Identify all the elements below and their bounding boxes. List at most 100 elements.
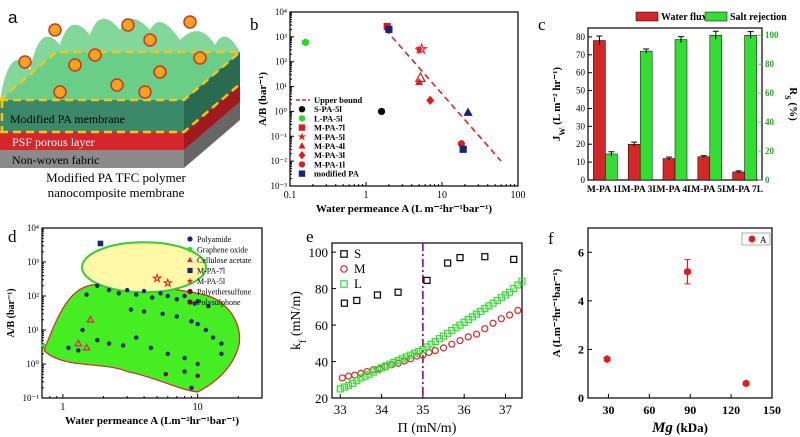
label-rest: (L m⁻² hr⁻¹) [551,67,563,128]
bar-water-flux [627,143,641,181]
data-point [165,293,170,299]
data-point [506,311,514,319]
chart-b: b 0.1 1 10 100 10⁻³ 10⁻² 10⁻¹ 10⁰ 10¹ 10² 10³ 10⁴ Wat… [250,7,526,215]
y-tick-label: 2 [578,342,584,356]
data-point [141,288,147,294]
legend-marker [298,161,306,168]
data-point [510,284,518,293]
y-axis-label: JW (L m⁻² hr⁻¹) [551,67,567,142]
panel-a-label: a [8,8,18,27]
layer-label-pa: Modified PA membrane [10,112,125,126]
x-axis-label: Water permeance A (Lm⁻²hr⁻¹bar⁻¹) [65,415,239,427]
y2-tick-label: 0 [765,175,770,185]
legend-label: M-PA-3l [314,150,346,160]
legend-label: modified PA [314,169,360,179]
data-point [369,368,377,376]
label-main: Mg [651,420,673,436]
nanoparticle [138,85,152,99]
data-point [406,355,415,363]
data-point [189,319,194,324]
data-point [415,347,423,356]
data-point [41,343,46,348]
y-tick-label: 6 [578,245,584,259]
data-point [219,341,224,346]
y-tick-label: 10⁻¹ [23,393,40,403]
y2-tick-label: 40 [765,117,775,127]
data-point [448,340,456,348]
data-point [182,355,187,361]
data-point [86,315,95,323]
x-axis-label: Mg (kDa) [651,420,708,436]
bar-water-flux [732,171,745,181]
data-point [66,345,71,350]
legend-marker [340,280,348,288]
upper-bound-line [384,28,502,162]
pa-layer-front [0,100,184,132]
y-tick-label: 30 [576,121,586,131]
label-main: k [289,343,304,350]
data-point [472,330,481,338]
legend-marker [187,236,193,242]
x-axis-label: Π (mN/m) [398,421,457,436]
data-point [411,349,419,357]
panel-label: b [250,15,259,34]
legend-label: Graphene oxide [197,246,248,255]
bar-water-flux [697,156,711,181]
plot-frame [41,227,263,399]
pa-layer-side [184,52,240,132]
dashed-outline-bottom [0,83,240,134]
label-rest: (mN/m) [289,291,304,340]
x-axis-label: Water permeance A (L m⁻²hr⁻¹bar⁻¹) [316,203,493,215]
data-point [426,95,435,105]
caption-line-1: Modified PA TFC polymer [46,170,186,185]
panel-label: f [548,229,554,248]
data-point [402,353,410,361]
legend-swatch [704,11,728,22]
x-tick-label: 36 [458,402,472,417]
legend-marker [298,170,306,177]
legend-marker [340,265,348,273]
data-point [174,314,180,319]
data-point [219,351,224,356]
data-point [457,140,466,148]
legend-marker [187,267,193,274]
nanoparticle [88,48,102,62]
data-point [386,360,394,368]
data-point [377,364,386,372]
x-tick-label: 90 [684,403,696,417]
data-point [361,372,369,380]
legend-label: S-PA-5l [314,104,342,114]
data-point [195,361,200,367]
bar-salt-rejection [605,153,618,181]
x-tick-label: M-PA 5L [691,185,728,195]
bar-water-flux [662,158,676,181]
y-tick-label: 10 [576,157,586,167]
legend-label: L-PA-5l [314,113,343,123]
data-point [394,357,402,365]
panel-a: a Modified PA [0,0,240,210]
y-axis-label: A/B (bar⁻¹) [6,288,17,337]
legend-label: M-PA-5l [197,277,226,286]
data-point [344,372,353,380]
pa-ridge-surface [0,18,240,100]
x-tick-label: M-PA 3L [622,185,659,195]
legend-label: Polyamide [197,235,232,244]
data-point [400,357,408,365]
legend-marker [298,114,306,122]
y2-tick-label: 20 [765,146,775,156]
nanoparticle [53,85,67,99]
data-point [95,283,100,288]
data-point [456,336,464,345]
nanoparticle [68,58,82,72]
legend-marker [187,246,193,253]
data-point [336,385,344,393]
y-tick-label: 20 [315,391,328,406]
data-point [195,299,200,304]
nonwoven-layer-top [0,150,184,168]
data-point [195,373,200,378]
y-tick-label: 100 [309,245,329,260]
x-tick-label: 60 [643,403,655,417]
membrane-schematic: Modified PA membrane PSF porous layer No… [0,15,240,168]
legend-marker [340,250,348,258]
psf-layer-front [0,132,184,150]
